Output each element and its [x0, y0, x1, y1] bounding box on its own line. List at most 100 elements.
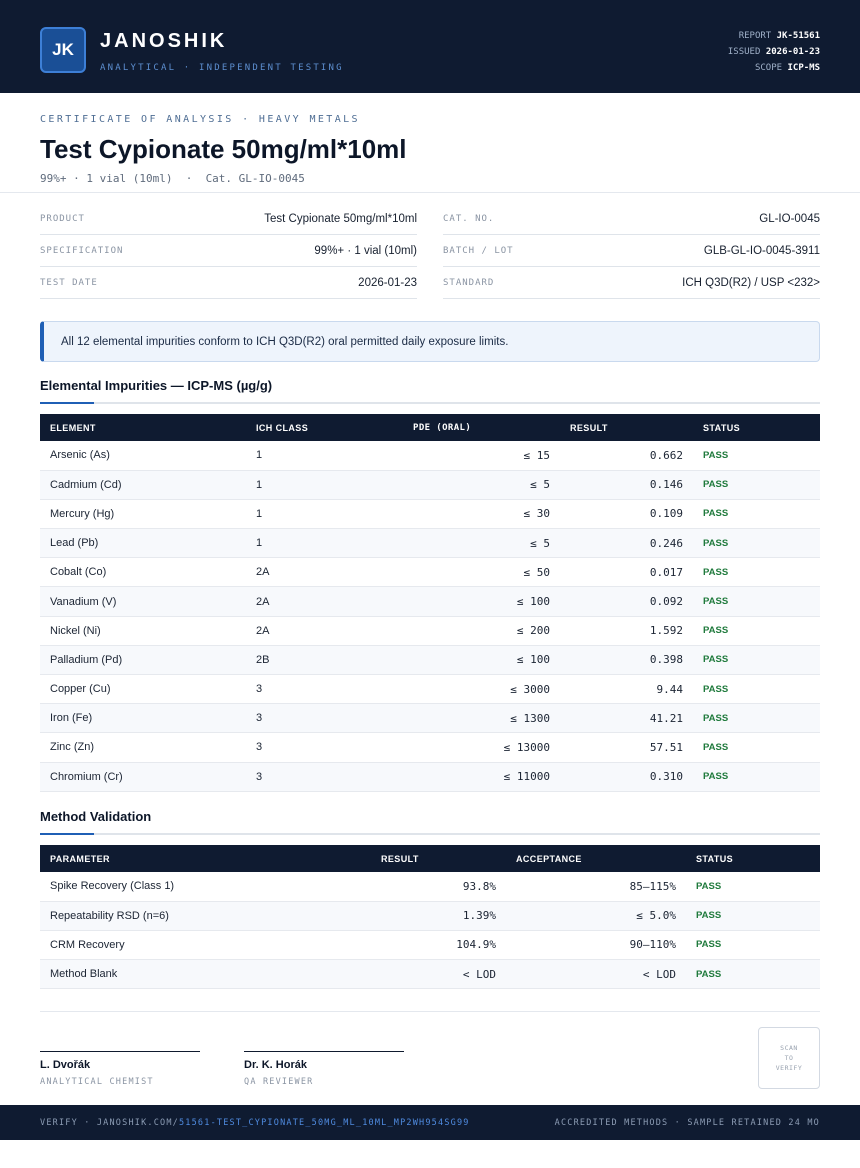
page-title: Test Cypionate 50mg/ml*10ml: [40, 134, 407, 164]
element-name: Cadmium (Cd): [40, 470, 246, 500]
info-row: SPECIFICATION 99%+ · 1 vial (10ml): [40, 235, 417, 267]
element-name: Vanadium (V): [40, 586, 246, 617]
element-name: Arsenic (As): [40, 441, 246, 471]
pde-limit: ≤ 15: [403, 441, 560, 471]
status-badge: PASS: [686, 959, 820, 990]
divider: [0, 192, 860, 193]
footer-note: ACCREDITED METHODS · SAMPLE RETAINED 24 …: [554, 1117, 820, 1128]
info-value: Test Cypionate 50mg/ml*10ml: [264, 212, 417, 225]
status-badge: PASS: [693, 586, 820, 617]
result-value: 0.398: [560, 645, 693, 676]
brand-tagline: ANALYTICAL · INDEPENDENT TESTING: [100, 63, 344, 73]
impurities-heading: Elemental Impurities — ICP-MS (µg/g): [40, 378, 273, 393]
result-value: 9.44: [560, 674, 693, 705]
status-badge: PASS: [693, 645, 820, 676]
info-value: 2026-01-23: [358, 276, 417, 289]
element-name: Cobalt (Co): [40, 557, 246, 588]
scope-line: SCOPE ICP-MS: [754, 63, 820, 73]
divider: [40, 1011, 820, 1012]
table-row: Mercury (Hg) 1 ≤ 30 0.109 PASS: [40, 499, 820, 530]
status-badge: PASS: [693, 499, 820, 530]
result-value: 93.8%: [371, 872, 506, 902]
col-header: PDE (ORAL): [403, 414, 560, 441]
section-underline: [40, 833, 820, 835]
parameter-name: Method Blank: [40, 959, 371, 990]
parameter-name: Spike Recovery (Class 1): [40, 872, 371, 902]
info-row: PRODUCT Test Cypionate 50mg/ml*10ml: [40, 203, 417, 235]
table-row: Zinc (Zn) 3 ≤ 13000 57.51 PASS: [40, 732, 820, 763]
signatory-name: Dr. K. Horák: [244, 1059, 307, 1071]
col-header: ICH CLASS: [246, 414, 403, 441]
document-kicker: CERTIFICATE OF ANALYSIS · HEAVY METALS: [40, 114, 360, 125]
acceptance-criteria: 85–115%: [506, 872, 686, 902]
status-badge: PASS: [693, 674, 820, 705]
result-value: 0.246: [560, 528, 693, 559]
info-key: SPECIFICATION: [40, 245, 124, 256]
table-row: Copper (Cu) 3 ≤ 3000 9.44 PASS: [40, 674, 820, 705]
result-value: 1.592: [560, 616, 693, 646]
report-id-line: REPORT JK-51561: [738, 31, 820, 41]
status-badge: PASS: [693, 528, 820, 559]
validation-heading: Method Validation: [40, 809, 152, 824]
element-name: Lead (Pb): [40, 528, 246, 559]
pde-limit: ≤ 11000: [403, 762, 560, 792]
ich-class: 2B: [246, 645, 403, 676]
ich-class: 3: [246, 732, 403, 763]
status-badge: PASS: [686, 872, 820, 902]
pde-limit: ≤ 30: [403, 499, 560, 530]
table-header-row: PARAMETER RESULT ACCEPTANCE STATUS: [40, 845, 820, 872]
info-key: BATCH / LOT: [443, 245, 514, 256]
issued-line: ISSUED 2026-01-23: [727, 47, 820, 57]
parameter-name: CRM Recovery: [40, 930, 371, 961]
info-row: CAT. NO. GL-IO-0045: [443, 203, 820, 235]
status-badge: PASS: [693, 616, 820, 646]
result-value: < LOD: [371, 959, 506, 990]
impurities-table: ELEMENT ICH CLASS PDE (ORAL) RESULT STAT…: [40, 414, 820, 792]
table-row: Chromium (Cr) 3 ≤ 11000 0.310 PASS: [40, 762, 820, 792]
info-key: PRODUCT: [40, 213, 85, 224]
table-row: CRM Recovery 104.9% 90–110% PASS: [40, 930, 820, 961]
pde-limit: ≤ 5: [403, 470, 560, 500]
result-value: 0.017: [560, 557, 693, 588]
col-header: PARAMETER: [40, 845, 371, 872]
element-name: Palladium (Pd): [40, 645, 246, 676]
report-meta: REPORT JK-51561 ISSUED 2026-01-23 SCOPE …: [728, 28, 820, 76]
verify-link[interactable]: 51561-TEST_CYPIONATE_50MG_ML_10ML_MP2WH9…: [178, 1117, 470, 1128]
result-value: 41.21: [560, 703, 693, 734]
col-header: ELEMENT: [40, 414, 246, 441]
element-name: Iron (Fe): [40, 703, 246, 734]
info-row: TEST DATE 2026-01-23: [40, 267, 417, 299]
table-row: Nickel (Ni) 2A ≤ 200 1.592 PASS: [40, 616, 820, 646]
status-badge: PASS: [693, 762, 820, 792]
signature-block: Dr. K. Horák QA REVIEWER: [244, 1051, 404, 1087]
result-value: 1.39%: [371, 901, 506, 931]
signatory-name: L. Dvořák: [40, 1059, 91, 1071]
product-info-left: PRODUCT Test Cypionate 50mg/ml*10ml SPEC…: [40, 203, 417, 299]
status-badge: PASS: [693, 557, 820, 588]
col-header: RESULT: [560, 414, 693, 441]
table-row: Cadmium (Cd) 1 ≤ 5 0.146 PASS: [40, 470, 820, 500]
col-header: STATUS: [686, 845, 820, 872]
ich-class: 2A: [246, 557, 403, 588]
brand-name: JANOSHIK: [100, 30, 228, 52]
logo-initials: JK: [52, 40, 74, 59]
info-row: BATCH / LOT GLB-GL-IO-0045-3911: [443, 235, 820, 267]
report-id: JK-51561: [776, 31, 820, 41]
section-underline: [40, 402, 820, 404]
table-row: Lead (Pb) 1 ≤ 5 0.246 PASS: [40, 528, 820, 559]
result-value: 104.9%: [371, 930, 506, 961]
scope-value: ICP-MS: [787, 63, 820, 73]
info-key: TEST DATE: [40, 277, 98, 288]
table-row: Vanadium (V) 2A ≤ 100 0.092 PASS: [40, 586, 820, 617]
ich-class: 3: [246, 674, 403, 705]
ich-class: 3: [246, 703, 403, 734]
scan-to-verify-box[interactable]: SCAN TO VERIFY: [758, 1027, 820, 1089]
report-header: JK JANOSHIK ANALYTICAL · INDEPENDENT TES…: [0, 0, 860, 93]
status-badge: PASS: [686, 930, 820, 961]
col-header: ACCEPTANCE: [506, 845, 686, 872]
conformance-banner: All 12 elemental impurities conform to I…: [40, 321, 820, 362]
pde-limit: ≤ 13000: [403, 732, 560, 763]
element-name: Copper (Cu): [40, 674, 246, 705]
product-info-right: CAT. NO. GL-IO-0045 BATCH / LOT GLB-GL-I…: [443, 203, 820, 299]
info-row: STANDARD ICH Q3D(R2) / USP <232>: [443, 267, 820, 299]
